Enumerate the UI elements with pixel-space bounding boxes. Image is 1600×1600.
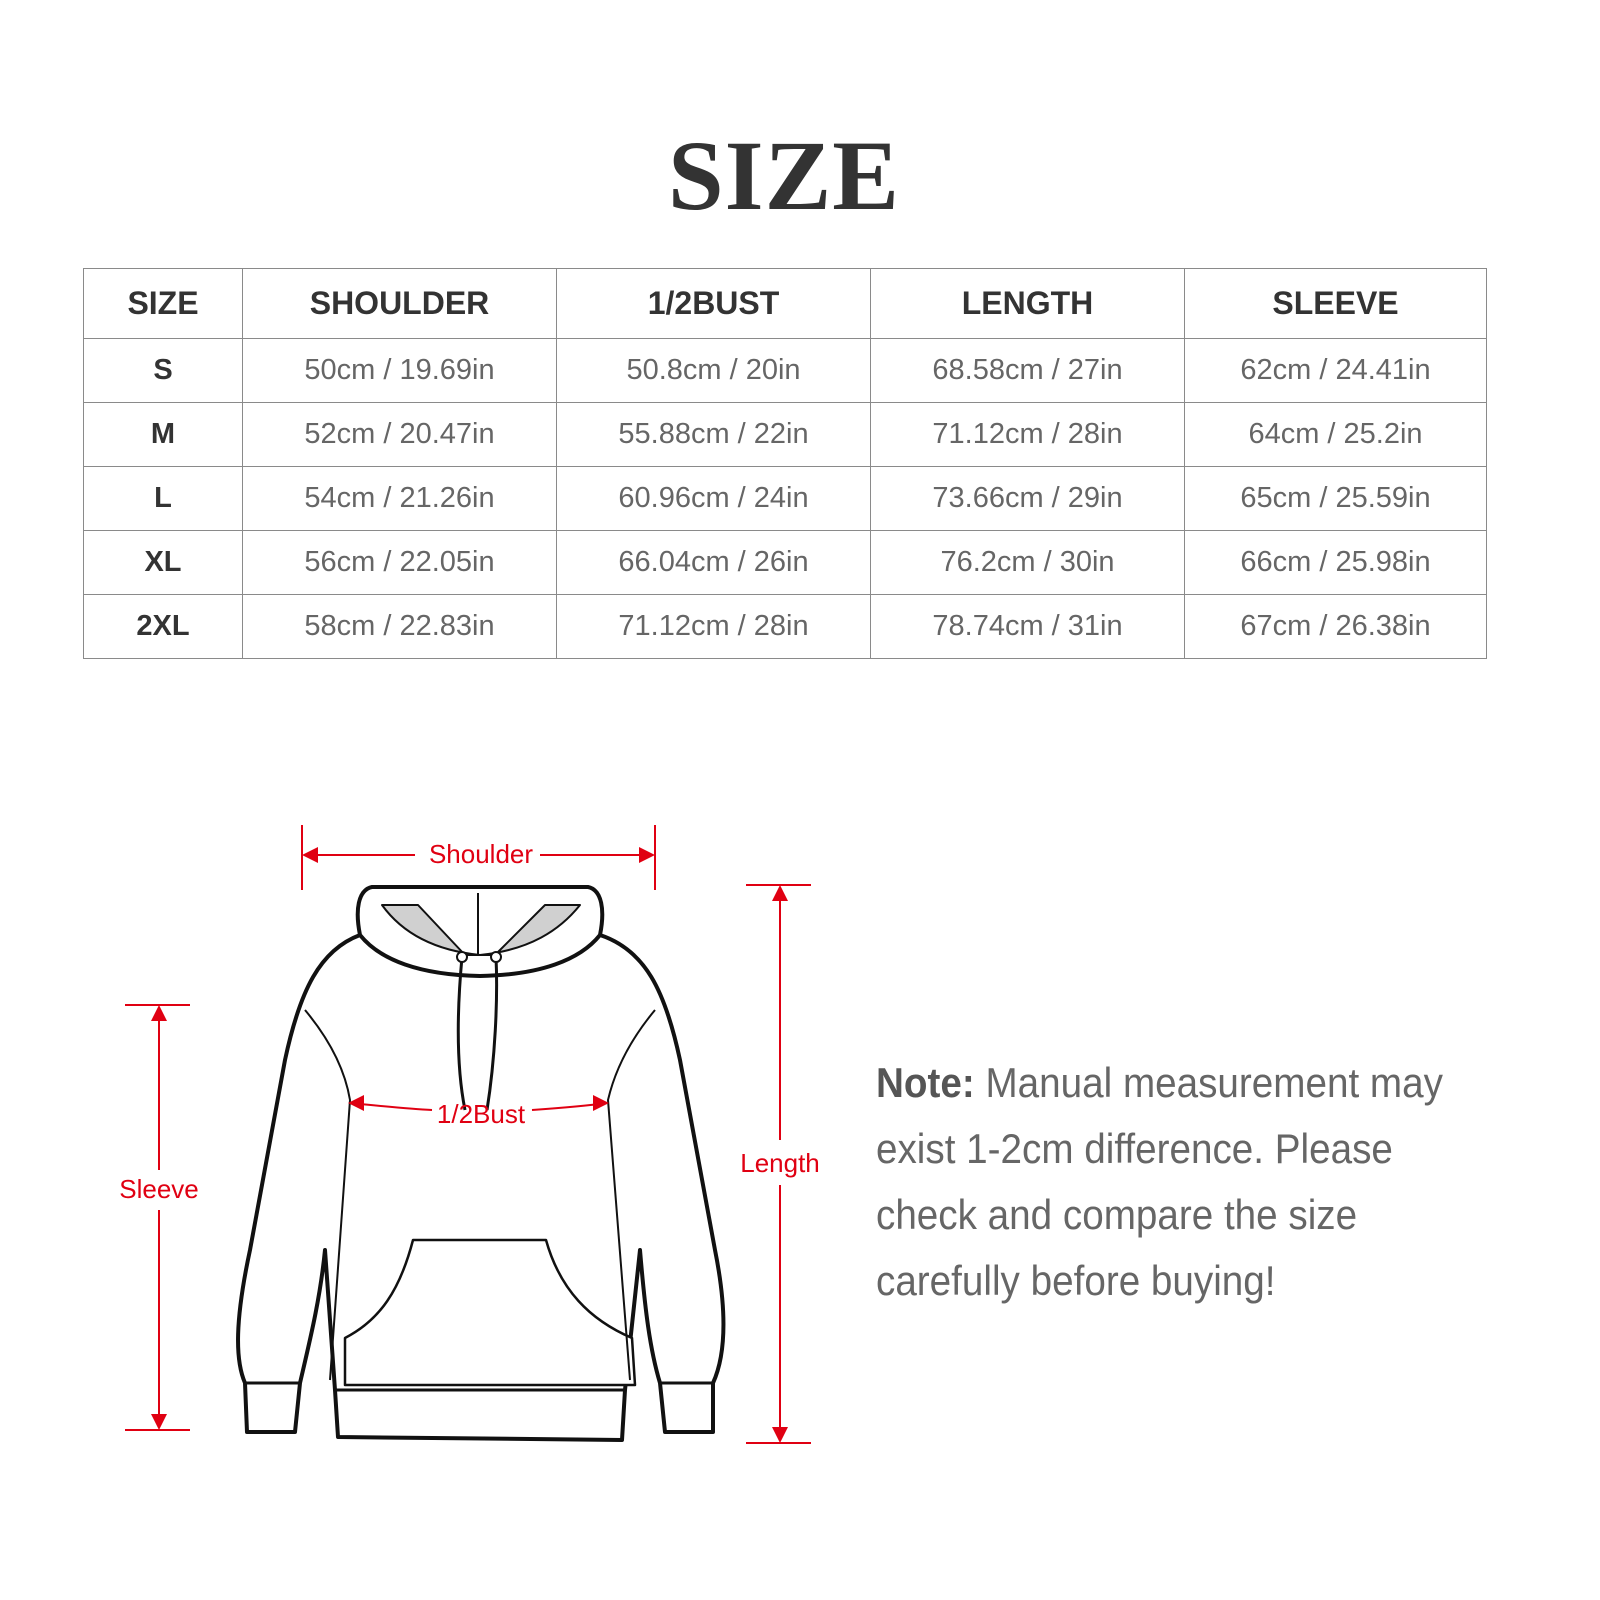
measurement-cell: 71.12cm / 28in — [556, 594, 871, 659]
table-row: M 52cm / 20.47in 55.88cm / 22in 71.12cm / 2… — [83, 402, 1487, 467]
measurement-note: Note: Manual measurement may exist 1-2cm… — [876, 1050, 1446, 1314]
header-length: LENGTH — [870, 268, 1185, 339]
table-header-row: SIZE SHOULDER 1/2BUST LENGTH SLEEVE — [83, 268, 1487, 339]
measurement-cell: 66cm / 25.98in — [1184, 530, 1487, 595]
size-cell: L — [83, 466, 243, 531]
table-row: 2XL 58cm / 22.83in 71.12cm / 28in 78.74cm /… — [83, 594, 1487, 659]
length-label: Length — [740, 1148, 820, 1178]
table-row: L 54cm / 21.26in 60.96cm / 24in 73.66cm / 2… — [83, 466, 1487, 531]
measurement-cell: 58cm / 22.83in — [242, 594, 557, 659]
measurement-cell: 73.66cm / 29in — [870, 466, 1185, 531]
measurement-cell: 50.8cm / 20in — [556, 338, 871, 403]
page-title: SIZE — [668, 120, 900, 231]
bust-label: 1/2Bust — [437, 1099, 526, 1129]
size-table: SIZE SHOULDER 1/2BUST LENGTH SLEEVE S 50c… — [83, 268, 1487, 659]
note-text: Manual measurement may exist 1-2cm diffe… — [876, 1059, 1443, 1304]
measurement-cell: 64cm / 25.2in — [1184, 402, 1487, 467]
measurement-cell: 62cm / 24.41in — [1184, 338, 1487, 403]
size-cell: M — [83, 402, 243, 467]
note-label: Note: — [876, 1059, 975, 1106]
measurement-cell: 54cm / 21.26in — [242, 466, 557, 531]
measurement-cell: 66.04cm / 26in — [556, 530, 871, 595]
table-row: XL 56cm / 22.05in 66.04cm / 26in 76.2cm / 3… — [83, 530, 1487, 595]
header-sleeve: SLEEVE — [1184, 268, 1487, 339]
shoulder-label: Shoulder — [429, 839, 533, 869]
measurement-cell: 65cm / 25.59in — [1184, 466, 1487, 531]
measurement-cell: 60.96cm / 24in — [556, 466, 871, 531]
size-cell: 2XL — [83, 594, 243, 659]
measurement-arrows — [125, 825, 811, 1444]
size-cell: S — [83, 338, 243, 403]
measurement-cell: 50cm / 19.69in — [242, 338, 557, 403]
measurement-cell: 78.74cm / 31in — [870, 594, 1185, 659]
hoodie-illustration — [236, 885, 726, 1442]
table-row: S 50cm / 19.69in 50.8cm / 20in 68.58cm / 27… — [83, 338, 1487, 403]
header-bust: 1/2BUST — [556, 268, 871, 339]
measurement-cell: 67cm / 26.38in — [1184, 594, 1487, 659]
measurement-cell: 52cm / 20.47in — [242, 402, 557, 467]
measurement-cell: 55.88cm / 22in — [556, 402, 871, 467]
sleeve-label: Sleeve — [119, 1174, 199, 1204]
header-size: SIZE — [83, 268, 243, 339]
measurement-cell: 56cm / 22.05in — [242, 530, 557, 595]
measurement-cell: 71.12cm / 28in — [870, 402, 1185, 467]
measurement-cell: 76.2cm / 30in — [870, 530, 1185, 595]
